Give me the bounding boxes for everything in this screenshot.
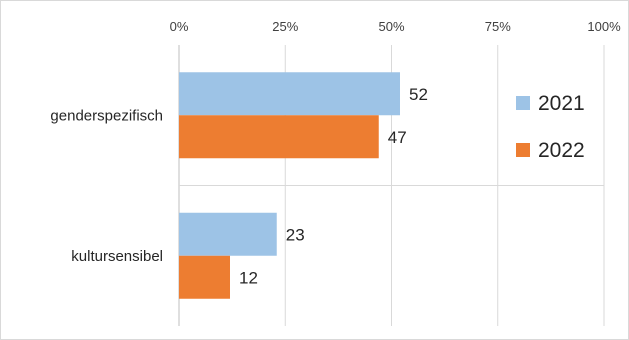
legend-label-2021: 2021 — [538, 92, 585, 115]
legend-label-2022: 2022 — [538, 139, 585, 162]
x-tick-label: 75% — [485, 19, 511, 34]
data-label: 47 — [388, 128, 407, 147]
legend-swatch-2022 — [516, 143, 530, 157]
bar-2022-genderspezifisch — [179, 115, 379, 159]
data-label: 52 — [409, 85, 428, 104]
x-tick-label: 50% — [378, 19, 404, 34]
category-label: genderspezifisch — [50, 107, 163, 124]
legend-swatch-2021 — [516, 96, 530, 110]
x-tick-label: 100% — [587, 19, 621, 34]
data-label: 23 — [286, 225, 305, 244]
bar-2022-kultursensibel — [179, 255, 230, 299]
bar-2021-kultursensibel — [179, 212, 277, 256]
data-label: 12 — [239, 268, 258, 287]
x-tick-label: 25% — [272, 19, 298, 34]
x-tick-label: 0% — [170, 19, 189, 34]
bar-2021-genderspezifisch — [179, 72, 400, 116]
category-label: kultursensibel — [71, 248, 163, 265]
